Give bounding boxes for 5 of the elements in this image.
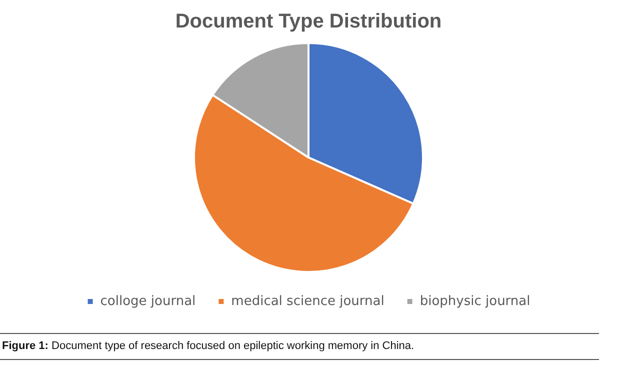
caption: Figure 1: Document type of research focused on epileptic working memory in China. (2, 340, 414, 352)
legend-label: colloge journal (100, 294, 196, 309)
chart-title: Document Type Distribution (175, 10, 442, 33)
legend-label: biophysic journal (420, 294, 530, 309)
legend-label: medical science journal (231, 294, 384, 309)
